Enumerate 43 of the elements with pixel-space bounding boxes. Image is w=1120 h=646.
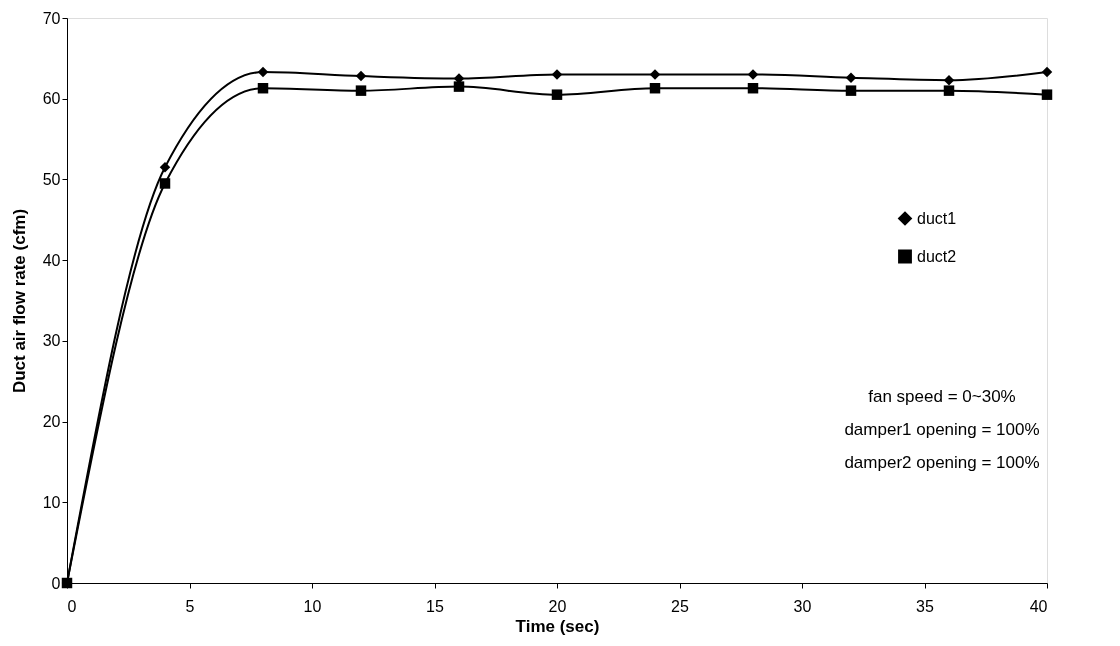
point: [1041, 89, 1053, 100]
point: [747, 82, 759, 94]
point: [453, 81, 465, 92]
point: [649, 69, 661, 80]
x-tick-label: 10: [303, 597, 322, 615]
annotation: damper1 opening = 100%: [844, 419, 1040, 439]
point: [551, 89, 563, 100]
point: [1041, 66, 1053, 78]
y-tick-label: 50: [42, 170, 61, 188]
legend-label: duct2: [917, 247, 957, 265]
x-tick-label: 20: [548, 597, 567, 615]
point: [943, 85, 955, 96]
point: [257, 82, 269, 94]
x-tick-label: 5: [185, 597, 195, 615]
y-tick-label: 70: [42, 9, 61, 27]
point: [747, 69, 759, 80]
y-tick-label: 20: [42, 413, 61, 431]
point: [551, 69, 563, 80]
point: [159, 162, 171, 173]
point: [649, 82, 661, 94]
point: [845, 72, 857, 83]
y-tick-label: 40: [42, 251, 61, 269]
y-tick-label: 60: [42, 90, 61, 108]
point: [355, 85, 367, 96]
x-axis-title: Time (sec): [515, 616, 600, 636]
x-tick-label: 30: [793, 597, 812, 615]
point: [257, 66, 269, 78]
point: [943, 74, 955, 86]
point: [355, 70, 367, 82]
annotation: fan speed = 0~30%: [868, 386, 1016, 406]
y-tick-label: 30: [42, 332, 61, 350]
y-tick-label: 0: [51, 574, 61, 592]
x-tick-label: 25: [671, 597, 689, 615]
annotation: damper2 opening = 100%: [844, 452, 1040, 472]
y-tick-label: 10: [42, 493, 61, 511]
y-axis-title: Duct air flow rate (cfm): [9, 208, 29, 394]
x-tick-label: 40: [1029, 597, 1048, 615]
point: [845, 85, 857, 96]
x-tick-label: 35: [916, 597, 934, 615]
point: [159, 178, 171, 189]
legend-label: duct1: [917, 209, 957, 227]
x-tick-label: 0: [67, 597, 77, 615]
x-tick-label: 15: [426, 597, 444, 615]
